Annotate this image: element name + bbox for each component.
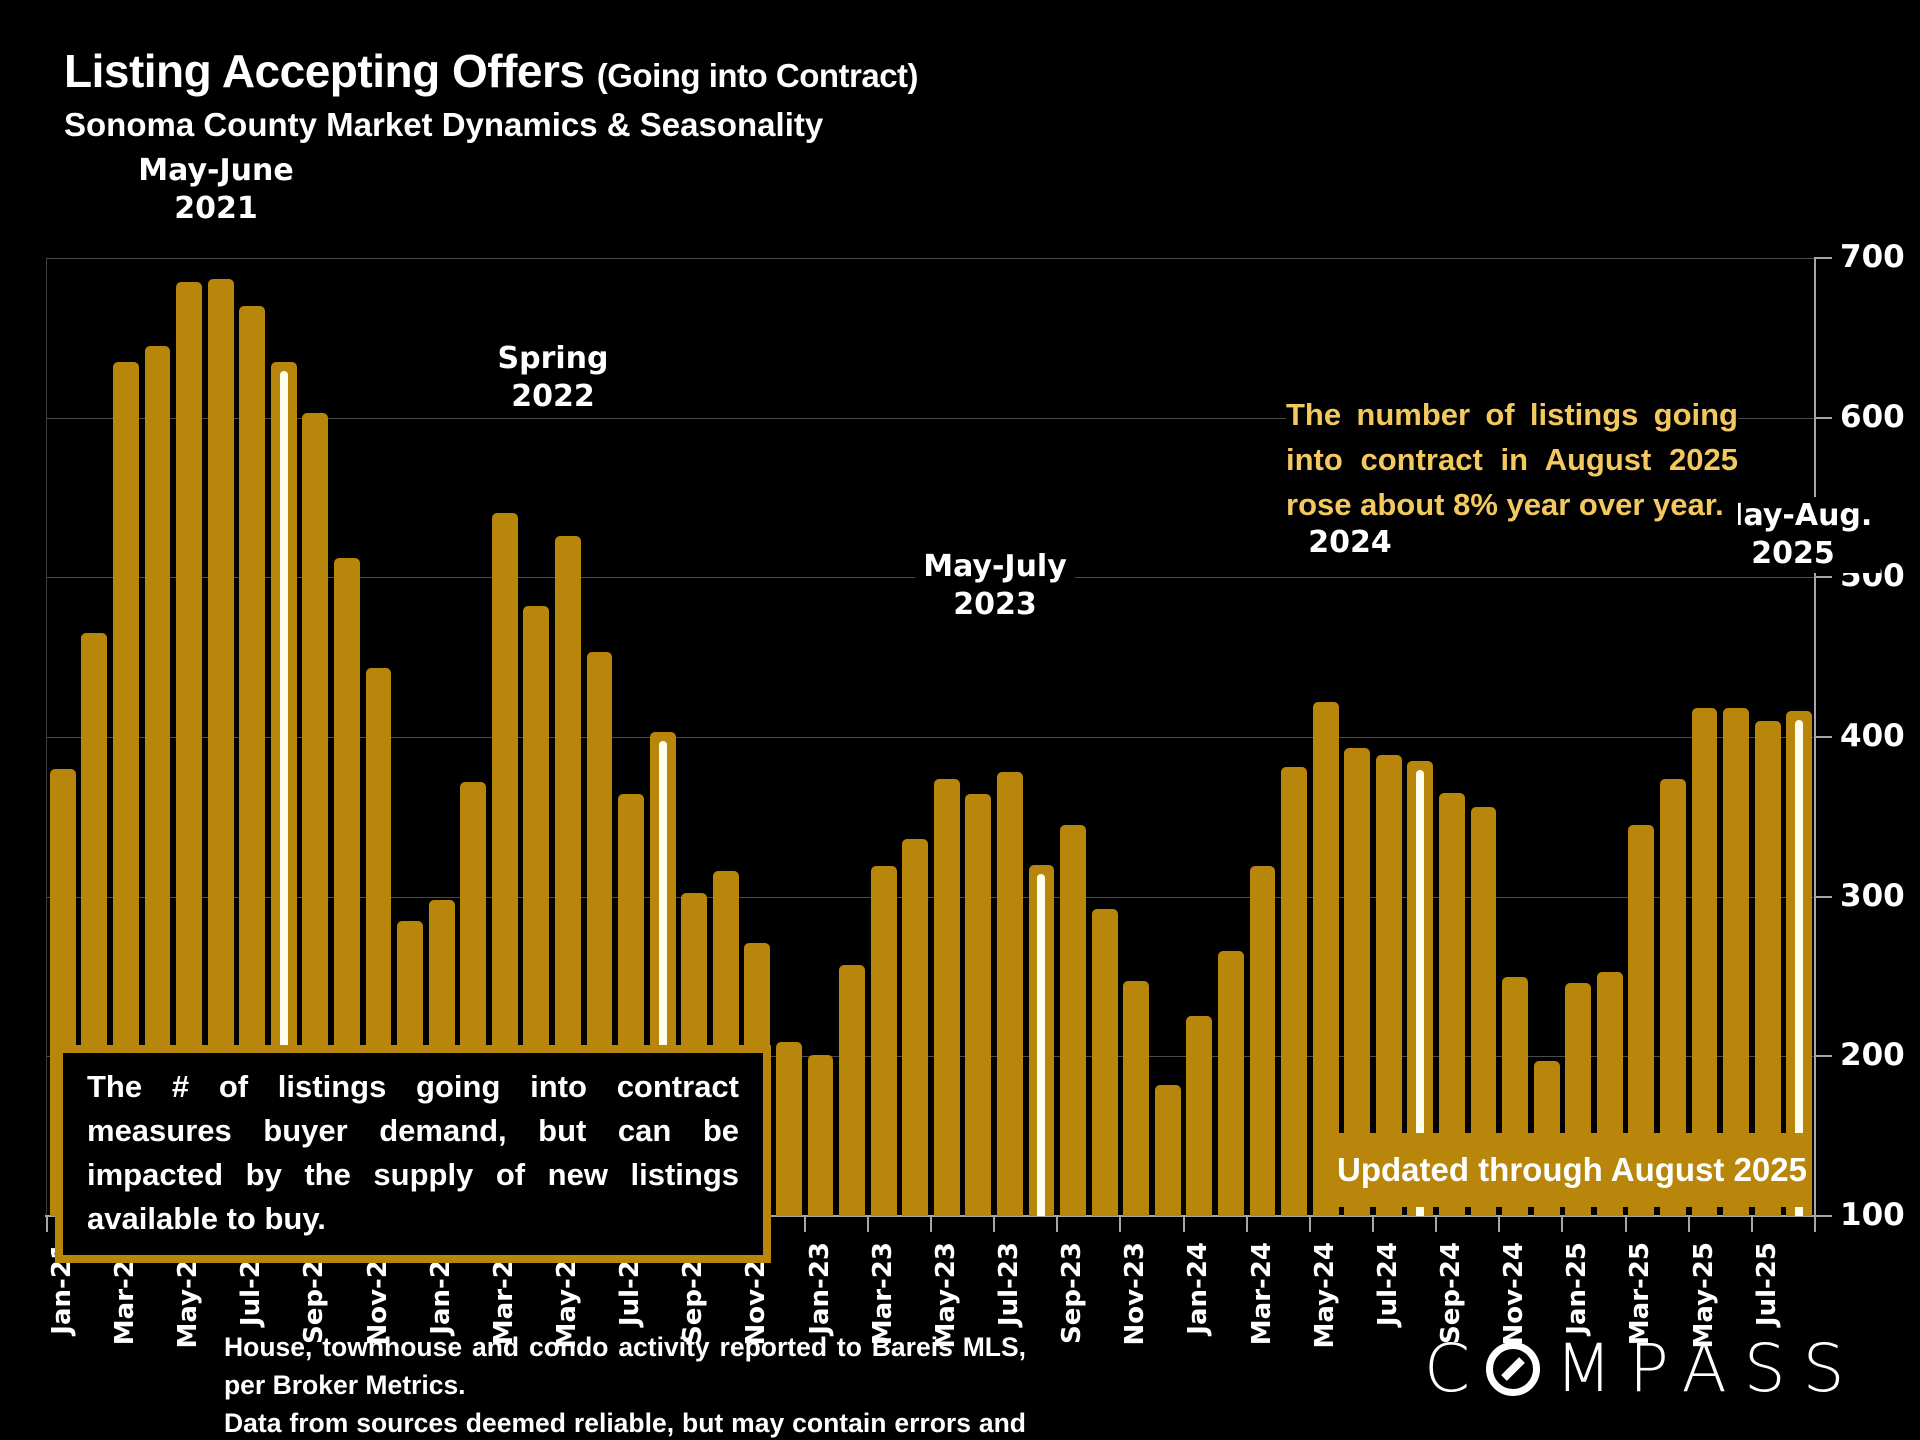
disclaimer-line: Data from sources deemed reliable, but m… (224, 1408, 1026, 1438)
y-axis-label-100: 100 (1840, 1197, 1905, 1233)
annotation-may-june2021: May-June 2021 (130, 152, 302, 228)
y-axis-label-400: 400 (1840, 718, 1905, 754)
updated-banner: Updated through August 2025 (1337, 1133, 1807, 1207)
x-tick-Jan-24 (1182, 1216, 1185, 1232)
gridline-400 (47, 737, 1815, 738)
x-tick-Mar-24 (1245, 1216, 1248, 1232)
page-subtitle: Sonoma County Market Dynamics & Seasonal… (64, 106, 824, 143)
bar-Dec-22 (775, 1041, 802, 1216)
x-tick-Sep-24 (1435, 1216, 1438, 1232)
x-axis-label-Jul-24: Jul-24 (1372, 1242, 1403, 1327)
bar-Apr-24 (1281, 767, 1307, 1216)
x-tick-Jul-23 (993, 1216, 996, 1232)
annotation-may-july2023: May-July 2023 (915, 548, 1075, 624)
title-paren: (Going into Contract) (596, 57, 919, 94)
demand-note-box: The # of listings going into contract me… (55, 1045, 771, 1263)
page-title: Listing Accepting Offers (Going into Con… (64, 44, 919, 98)
title-main: Listing Accepting Offers (64, 45, 585, 97)
logo-letters: MPASS (1555, 1330, 1862, 1407)
x-axis-label-Nov-23: Nov-23 (1120, 1242, 1151, 1346)
x-tick-Nov-23 (1119, 1216, 1122, 1232)
highlight-stripe-Aug-21 (279, 370, 288, 1216)
x-axis-label-Jan-24: Jan-24 (1183, 1242, 1214, 1335)
bar-May-23 (933, 778, 960, 1216)
x-tick-Nov-24 (1498, 1216, 1501, 1232)
y-axis-label-300: 300 (1840, 877, 1905, 914)
bar-Sep-23 (1060, 824, 1086, 1216)
x-axis-label-Jul-25: Jul-25 (1751, 1242, 1782, 1327)
bar-Aug-25 (1786, 711, 1813, 1216)
yoy-callout-text: The number of listings going into contra… (1286, 392, 1738, 527)
y-axis-label-700: 700 (1840, 239, 1905, 275)
gridline-300 (47, 896, 1815, 898)
x-tick-end (1814, 1216, 1816, 1232)
y-tick-200 (1814, 1055, 1832, 1058)
highlight-stripe-Aug-22 (658, 741, 667, 1216)
logo-letter: C (1424, 1330, 1488, 1407)
x-tick-Mar-23 (866, 1216, 869, 1232)
x-tick-May-23 (930, 1216, 932, 1232)
source-disclaimer: House, townhouse and condo activity repo… (224, 1328, 1026, 1440)
gridline-200 (47, 1056, 1815, 1058)
annotation-spring2022: Spring 2022 (489, 340, 617, 416)
bar-Dec-23 (1154, 1085, 1181, 1216)
bar-Feb-23 (839, 965, 865, 1216)
bar-Oct-23 (1091, 909, 1118, 1216)
bar-Jun-25 (1723, 708, 1749, 1216)
y-axis-label-600: 600 (1840, 398, 1905, 435)
bar-Apr-23 (902, 839, 929, 1216)
gridline-600 (47, 417, 1815, 419)
bar-May-24 (1312, 701, 1339, 1216)
x-tick-Jan-21 (46, 1216, 48, 1232)
x-axis-label-Jul-23: Jul-23 (993, 1242, 1024, 1327)
y-tick-700 (1814, 257, 1832, 259)
x-axis-label-Jan-23: Jan-23 (804, 1242, 835, 1335)
bar-Feb-24 (1217, 950, 1244, 1216)
bar-Nov-23 (1123, 981, 1150, 1216)
compass-slashed-o-icon (1486, 1341, 1541, 1396)
y-tick-600 (1814, 416, 1832, 419)
compass-logo: C MPASS (1424, 1330, 1862, 1407)
x-tick-Jul-25 (1750, 1216, 1753, 1232)
y-tick-400 (1814, 736, 1832, 738)
x-tick-Jul-24 (1372, 1216, 1374, 1232)
y-axis-label-200: 200 (1840, 1037, 1905, 1074)
bar-Jul-23 (996, 772, 1023, 1216)
x-axis-label-Mar-24: Mar-24 (1246, 1242, 1277, 1346)
y-tick-500 (1814, 576, 1832, 579)
x-axis-label-Sep-24: Sep-24 (1435, 1242, 1466, 1344)
x-axis-label-May-24: May-24 (1309, 1242, 1340, 1349)
gridline-700 (47, 258, 1815, 259)
x-tick-May-25 (1687, 1216, 1690, 1232)
bar-Mar-23 (870, 866, 897, 1216)
highlight-stripe-Aug-25 (1795, 720, 1804, 1216)
bar-May-25 (1691, 708, 1718, 1216)
bar-Aug-23 (1028, 864, 1055, 1216)
bar-Mar-24 (1249, 866, 1276, 1216)
disclaimer-line: House, townhouse and condo activity repo… (224, 1332, 1026, 1400)
x-axis-label-Jan-25: Jan-25 (1562, 1242, 1593, 1335)
x-tick-Jan-23 (803, 1216, 806, 1232)
title-block: Listing Accepting Offers (Going into Con… (64, 44, 919, 144)
x-axis-label-Sep-23: Sep-23 (1057, 1242, 1088, 1344)
highlight-stripe-Aug-24 (1416, 769, 1425, 1216)
x-tick-May-24 (1308, 1216, 1311, 1232)
x-tick-Sep-23 (1056, 1216, 1059, 1232)
y-tick-100 (1814, 1215, 1832, 1217)
x-tick-Jan-25 (1561, 1216, 1564, 1232)
x-tick-Mar-25 (1624, 1216, 1627, 1232)
bar-Jan-24 (1186, 1016, 1213, 1216)
bar-Jan-23 (807, 1054, 834, 1216)
x-axis-line (45, 1215, 1825, 1217)
y-tick-300 (1814, 895, 1832, 898)
bar-Jun-23 (965, 794, 992, 1216)
highlight-stripe-Aug-23 (1037, 873, 1046, 1216)
